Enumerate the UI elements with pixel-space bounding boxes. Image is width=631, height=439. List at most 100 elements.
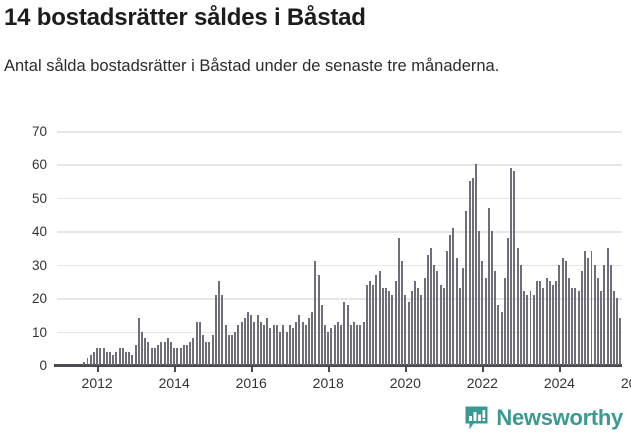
- bar[interactable]: [404, 294, 407, 365]
- bar[interactable]: [256, 314, 259, 365]
- bar[interactable]: [535, 281, 538, 365]
- bar[interactable]: [279, 331, 282, 365]
- bar[interactable]: [266, 318, 269, 365]
- bar[interactable]: [169, 341, 172, 365]
- bar[interactable]: [394, 281, 397, 365]
- bar[interactable]: [311, 311, 314, 365]
- bar[interactable]: [442, 288, 445, 365]
- bar[interactable]: [397, 237, 400, 365]
- bar[interactable]: [102, 348, 105, 365]
- bar[interactable]: [532, 294, 535, 365]
- bar[interactable]: [340, 324, 343, 365]
- bar[interactable]: [189, 341, 192, 365]
- bar[interactable]: [526, 294, 529, 365]
- bar[interactable]: [298, 314, 301, 365]
- bar[interactable]: [230, 334, 233, 365]
- bar[interactable]: [474, 164, 477, 365]
- bar[interactable]: [478, 231, 481, 365]
- bar[interactable]: [330, 328, 333, 365]
- bar[interactable]: [378, 271, 381, 365]
- bar[interactable]: [356, 324, 359, 365]
- bar[interactable]: [301, 321, 304, 365]
- bar[interactable]: [558, 264, 561, 365]
- bar[interactable]: [150, 348, 153, 365]
- bar[interactable]: [619, 318, 622, 365]
- bar[interactable]: [381, 288, 384, 365]
- bar[interactable]: [439, 284, 442, 365]
- bar[interactable]: [561, 258, 564, 365]
- bar[interactable]: [195, 321, 198, 365]
- bar[interactable]: [529, 291, 532, 365]
- bar[interactable]: [616, 298, 619, 365]
- bar[interactable]: [288, 324, 291, 365]
- bar[interactable]: [603, 264, 606, 365]
- bar[interactable]: [324, 324, 327, 365]
- bar[interactable]: [176, 348, 179, 365]
- bar[interactable]: [455, 258, 458, 365]
- bar[interactable]: [250, 314, 253, 365]
- bar[interactable]: [362, 321, 365, 365]
- bar[interactable]: [137, 318, 140, 365]
- bar[interactable]: [574, 288, 577, 365]
- bar[interactable]: [163, 341, 166, 365]
- bar[interactable]: [516, 248, 519, 365]
- bar[interactable]: [275, 324, 278, 365]
- bar[interactable]: [308, 318, 310, 365]
- bar[interactable]: [446, 251, 449, 365]
- bar[interactable]: [214, 294, 217, 365]
- bar[interactable]: [433, 264, 436, 365]
- bar[interactable]: [349, 324, 352, 365]
- bar[interactable]: [259, 321, 262, 365]
- bar[interactable]: [198, 321, 201, 365]
- bar[interactable]: [391, 294, 394, 365]
- bar[interactable]: [494, 271, 497, 365]
- bar[interactable]: [92, 351, 95, 365]
- bar[interactable]: [192, 338, 195, 365]
- bar[interactable]: [369, 281, 371, 365]
- bar[interactable]: [304, 324, 307, 365]
- bar[interactable]: [141, 331, 144, 365]
- bar[interactable]: [89, 354, 92, 365]
- newsworthy-logo[interactable]: Newsworthy: [464, 405, 623, 431]
- bar[interactable]: [327, 331, 330, 365]
- bar[interactable]: [539, 281, 542, 365]
- bar[interactable]: [375, 274, 378, 365]
- bar[interactable]: [211, 334, 214, 365]
- bar[interactable]: [121, 348, 124, 365]
- bar[interactable]: [468, 181, 471, 365]
- bar[interactable]: [182, 344, 185, 365]
- bar[interactable]: [452, 227, 455, 365]
- bar[interactable]: [346, 304, 349, 365]
- bar[interactable]: [320, 304, 323, 365]
- bar[interactable]: [237, 324, 240, 365]
- bar[interactable]: [96, 348, 99, 365]
- bar[interactable]: [186, 344, 188, 365]
- bar[interactable]: [580, 271, 583, 365]
- bar[interactable]: [352, 321, 355, 365]
- bar[interactable]: [497, 304, 500, 365]
- bar[interactable]: [333, 324, 336, 365]
- bar[interactable]: [385, 288, 388, 365]
- bar[interactable]: [269, 328, 272, 365]
- bar[interactable]: [263, 324, 266, 365]
- bar[interactable]: [606, 248, 609, 365]
- bar[interactable]: [272, 324, 275, 365]
- bar[interactable]: [128, 351, 131, 365]
- bar[interactable]: [247, 311, 249, 365]
- bar[interactable]: [612, 291, 615, 365]
- bar[interactable]: [401, 261, 404, 365]
- bar[interactable]: [548, 281, 551, 365]
- bar[interactable]: [157, 344, 160, 365]
- bar[interactable]: [134, 344, 137, 365]
- bar[interactable]: [388, 291, 391, 365]
- bar[interactable]: [285, 331, 288, 365]
- bar[interactable]: [436, 271, 439, 365]
- bar[interactable]: [426, 254, 429, 365]
- bar[interactable]: [227, 334, 230, 365]
- bar[interactable]: [407, 301, 410, 365]
- bar[interactable]: [314, 261, 317, 365]
- bar[interactable]: [465, 211, 468, 365]
- bar[interactable]: [173, 348, 176, 365]
- bar[interactable]: [584, 251, 587, 365]
- bar[interactable]: [147, 341, 150, 365]
